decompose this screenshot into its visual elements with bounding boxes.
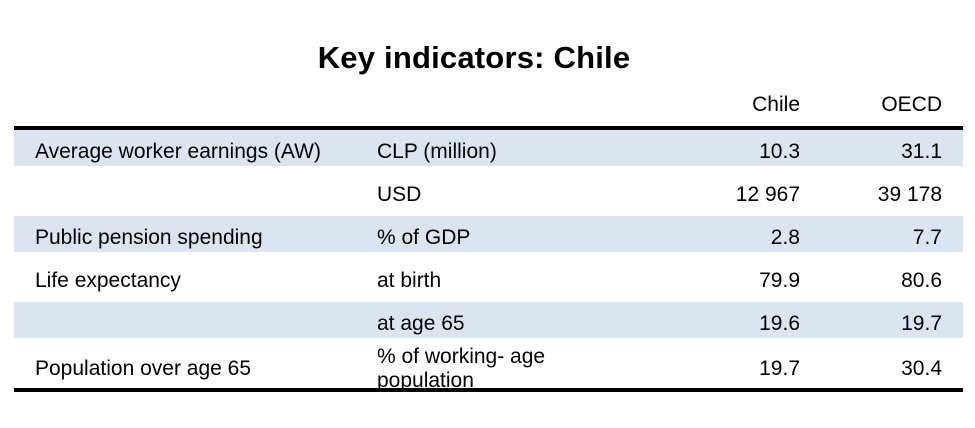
indicator-cell: Population over age 65: [35, 357, 251, 380]
table-row: at age 65 19.6 19.7: [14, 302, 963, 345]
table-body: Average worker earnings (AW) CLP (millio…: [14, 126, 963, 392]
chile-value-cell: 19.7: [759, 357, 800, 380]
oecd-value-cell: 80.6: [901, 268, 942, 292]
table-row: USD 12 967 39 178: [14, 173, 963, 216]
oecd-value-cell: 39 178: [877, 182, 942, 206]
unit-cell: CLP (million): [377, 139, 497, 163]
indicator-cell: Average worker earnings (AW): [35, 139, 321, 163]
chile-value-cell: 12 967: [735, 182, 800, 206]
column-header-chile: Chile: [752, 93, 800, 116]
chile-value-cell: 19.6: [759, 311, 800, 335]
table-row: Population over age 65 % of working- age…: [14, 345, 963, 392]
table-row: Life expectancy at birth 79.9 80.6: [14, 259, 963, 302]
column-header-oecd: OECD: [881, 93, 942, 116]
table-row: Public pension spending % of GDP 2.8 7.7: [14, 216, 963, 259]
unit-cell: at age 65: [377, 311, 465, 335]
page-title: Key indicators: Chile: [317, 40, 631, 75]
oecd-value-cell: 7.7: [912, 225, 942, 249]
table-header-row: Chile OECD: [14, 84, 963, 126]
oecd-value-cell: 31.1: [901, 139, 942, 163]
unit-cell: % of working- age population: [377, 345, 546, 392]
oecd-value-cell: 30.4: [901, 357, 942, 380]
table-row: Average worker earnings (AW) CLP (millio…: [14, 130, 963, 173]
indicator-cell: Life expectancy: [35, 268, 181, 292]
chile-value-cell: 10.3: [759, 139, 800, 163]
oecd-value-cell: 19.7: [901, 311, 942, 335]
chile-value-cell: 79.9: [759, 268, 800, 292]
unit-cell: USD: [377, 182, 422, 206]
indicator-cell: Public pension spending: [35, 225, 263, 249]
chile-value-cell: 2.8: [770, 225, 800, 249]
unit-cell: at birth: [377, 268, 442, 292]
unit-cell: % of GDP: [377, 225, 471, 249]
key-indicators-table: Chile OECD Average worker earnings (AW) …: [14, 84, 963, 392]
